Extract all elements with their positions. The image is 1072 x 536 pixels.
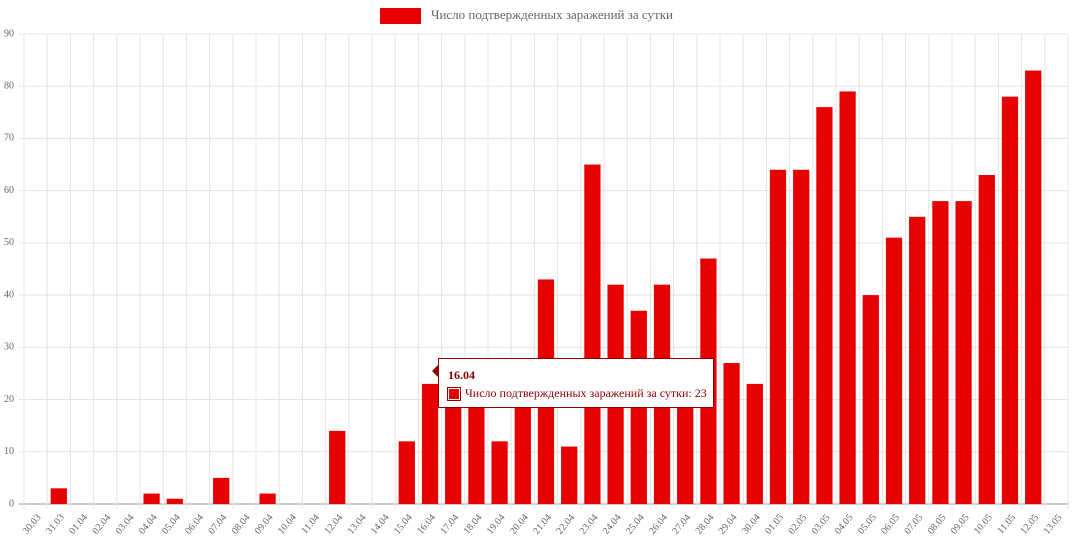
x-tick-label: 24.04	[601, 512, 624, 536]
bar	[584, 164, 601, 505]
bar	[746, 383, 763, 504]
x-tick-label: 08.04	[230, 512, 253, 536]
bar	[862, 295, 879, 504]
x-tick-label: 25.04	[624, 512, 647, 536]
bar	[143, 493, 160, 504]
bar	[839, 91, 856, 504]
x-tick-label: 31.03	[44, 512, 67, 536]
bar	[445, 389, 462, 504]
x-tick-label: 07.04	[206, 512, 229, 536]
x-tick-label: 10.04	[276, 512, 299, 536]
bar	[793, 169, 810, 504]
bar	[978, 175, 995, 504]
x-tick-label: 18.04	[462, 512, 485, 536]
x-tick-label: 04.04	[137, 512, 160, 536]
y-tick-label: 0	[9, 498, 14, 509]
x-tick-label: 05.05	[856, 512, 879, 536]
bar	[769, 169, 787, 504]
y-tick-label: 20	[4, 394, 14, 405]
bar	[491, 441, 508, 504]
tooltip-series: Число подтвержденных заражений за сутки	[465, 386, 689, 400]
x-tick-label: 12.05	[1018, 512, 1041, 536]
bar	[816, 107, 833, 504]
x-tick-label: 02.05	[786, 512, 809, 536]
y-tick-label: 90	[4, 28, 14, 39]
bar	[259, 493, 276, 504]
x-tick-label: 19.04	[485, 512, 508, 536]
y-tick-label: 50	[4, 237, 14, 248]
bar	[1025, 70, 1042, 505]
y-tick-label: 40	[4, 289, 14, 300]
x-tick-label: 13.04	[346, 512, 369, 536]
tooltip-value: 23	[694, 386, 707, 400]
x-tick-label: 17.04	[438, 512, 461, 536]
x-tick-label: 09.04	[253, 512, 276, 536]
x-tick-label: 28.04	[694, 512, 717, 536]
x-tick-label: 03.04	[114, 512, 137, 536]
x-tick-label: 13.05	[1042, 512, 1065, 536]
bar	[398, 441, 415, 504]
x-tick-label: 07.05	[902, 512, 925, 536]
bar	[421, 383, 439, 504]
x-tick-label: 05.04	[160, 512, 183, 536]
x-tick-label: 16.04	[415, 512, 438, 536]
x-tick-label: 10.05	[972, 512, 995, 536]
x-tick-label: 06.05	[879, 512, 902, 536]
legend-label: Число подтвержденных заражений за сутки	[431, 7, 673, 22]
x-tick-label: 29.04	[717, 512, 740, 536]
x-tick-label: 09.05	[949, 512, 972, 536]
bar	[723, 363, 740, 504]
x-tick-label: 02.04	[90, 512, 113, 536]
x-tick-label: 06.04	[183, 512, 206, 536]
x-tick-label: 11.05	[995, 512, 1018, 536]
x-tick-label: 30.04	[740, 512, 763, 536]
y-tick-label: 10	[4, 446, 14, 457]
bar	[885, 237, 903, 504]
tooltip-swatch	[447, 387, 461, 401]
tooltip-title: 16.04	[448, 368, 475, 382]
tooltip: 16.04 Число подтвержденных заражений за …	[432, 358, 714, 408]
x-tick-label: 03.05	[810, 512, 833, 536]
y-tick-label: 30	[4, 342, 14, 353]
x-tick-label: 01.04	[67, 512, 90, 536]
bar	[468, 399, 485, 504]
bar	[329, 430, 346, 504]
x-tick-label: 30.03	[21, 512, 44, 536]
x-tick-label: 21.04	[531, 512, 554, 536]
x-tick-label: 27.04	[670, 512, 693, 536]
x-tick-label: 20.04	[508, 512, 531, 536]
bar	[1001, 96, 1019, 505]
bar	[677, 378, 694, 504]
x-tick-label: 26.04	[647, 512, 670, 536]
x-tick-label: 04.05	[833, 512, 856, 536]
x-tick-label: 23.04	[578, 512, 601, 536]
bar	[909, 216, 926, 504]
bar	[561, 446, 578, 504]
bar	[955, 201, 972, 504]
bar	[213, 477, 230, 504]
x-tick-label: 01.05	[763, 512, 786, 536]
tooltip-label: Число подтвержденных заражений за сутки:…	[465, 386, 707, 400]
y-tick-label: 60	[4, 185, 14, 196]
x-tick-label: 14.04	[369, 512, 392, 536]
x-tick-label: 11.04	[299, 512, 322, 536]
bar	[50, 488, 67, 504]
x-tick-label: 12.04	[322, 512, 345, 536]
x-tick-label: 15.04	[392, 512, 415, 536]
x-tick-label: 08.05	[926, 512, 949, 536]
y-tick-label: 70	[4, 133, 14, 144]
x-tick-label: 22.04	[554, 512, 577, 536]
legend-swatch	[380, 8, 421, 24]
y-tick-label: 80	[4, 81, 14, 92]
bar	[166, 498, 183, 504]
bar	[932, 201, 949, 504]
